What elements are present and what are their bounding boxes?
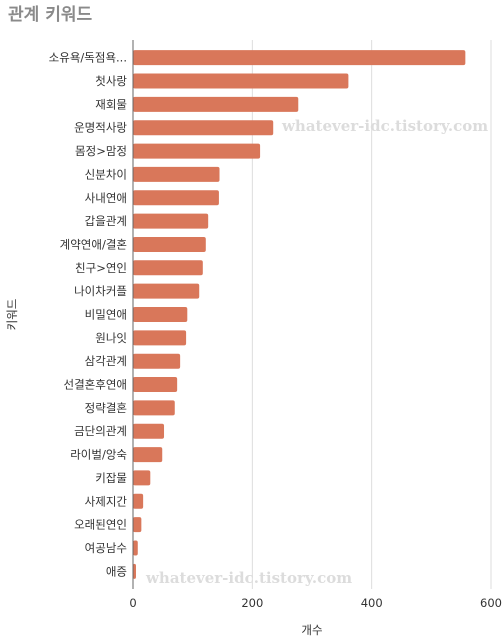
bar[interactable] (133, 353, 181, 369)
category-label: 오래된연인 (74, 518, 127, 532)
bar[interactable] (133, 283, 200, 299)
category-labels: 소유욕/독점욕... 첫사랑재회물운명적사랑몸정>맘정신분차이사내연애갑을관계계약… (49, 51, 128, 579)
x-tick-label: 200 (241, 596, 263, 610)
category-label: 소유욕/독점욕... (49, 51, 127, 65)
bar[interactable] (133, 260, 203, 276)
bar[interactable] (133, 330, 187, 346)
bar[interactable] (133, 470, 151, 486)
x-tick-label: 0 (129, 596, 136, 610)
bar[interactable] (133, 377, 178, 393)
category-label: 계약연애/결혼 (60, 237, 127, 251)
bar[interactable] (133, 563, 136, 579)
bar[interactable] (133, 143, 261, 159)
category-label: 사제지간 (85, 494, 128, 508)
bar[interactable] (133, 50, 466, 66)
category-label: 금단의관계 (74, 424, 127, 438)
category-label: 라이벌/앙숙 (70, 448, 127, 462)
bar[interactable] (133, 307, 188, 322)
bar[interactable] (133, 73, 349, 89)
bars (133, 50, 466, 579)
watermark: whatever-idc.tistory.com (281, 117, 488, 135)
bar[interactable] (133, 213, 209, 229)
bar[interactable] (133, 493, 144, 509)
category-label: 여공남수 (85, 541, 127, 555)
bar[interactable] (133, 236, 206, 252)
bar[interactable] (133, 120, 274, 136)
watermark: whatever-idc.tistory.com (145, 569, 352, 587)
category-label: 키잡물 (95, 471, 127, 485)
category-label: 친구>연인 (75, 261, 127, 275)
category-label: 몸정>맘정 (75, 144, 127, 158)
category-label: 운명적사랑 (74, 121, 127, 135)
category-label: 신분차이 (85, 167, 127, 181)
category-label: 삼각관계 (85, 354, 127, 368)
x-axis-label: 개수 (301, 623, 322, 636)
category-label: 나이차커플 (74, 284, 127, 298)
category-label: 정략결혼 (85, 401, 127, 415)
category-label: 갑을관계 (85, 214, 127, 228)
y-axis-label: 키워드 (5, 299, 19, 331)
x-tick-label: 600 (480, 596, 502, 610)
bar[interactable] (133, 96, 299, 112)
category-label: 첫사랑 (95, 74, 127, 88)
bar[interactable] (133, 517, 142, 533)
category-label: 사내연애 (85, 191, 127, 205)
bar[interactable] (133, 540, 138, 556)
bar[interactable] (133, 190, 219, 206)
x-tick-label: 400 (361, 596, 383, 610)
bar[interactable] (133, 423, 165, 439)
x-tick-labels: 0 200 400 600 (129, 596, 502, 610)
category-label: 애증 (106, 564, 127, 578)
category-label: 비밀연애 (85, 308, 127, 322)
category-label: 선결혼후연애 (64, 378, 127, 392)
bar[interactable] (133, 447, 163, 463)
category-label: 원나잇 (95, 331, 127, 345)
bar[interactable] (133, 166, 220, 182)
bar[interactable] (133, 400, 175, 416)
category-label: 재회물 (95, 97, 127, 111)
chart-title: 관계 키워드 (8, 5, 93, 25)
